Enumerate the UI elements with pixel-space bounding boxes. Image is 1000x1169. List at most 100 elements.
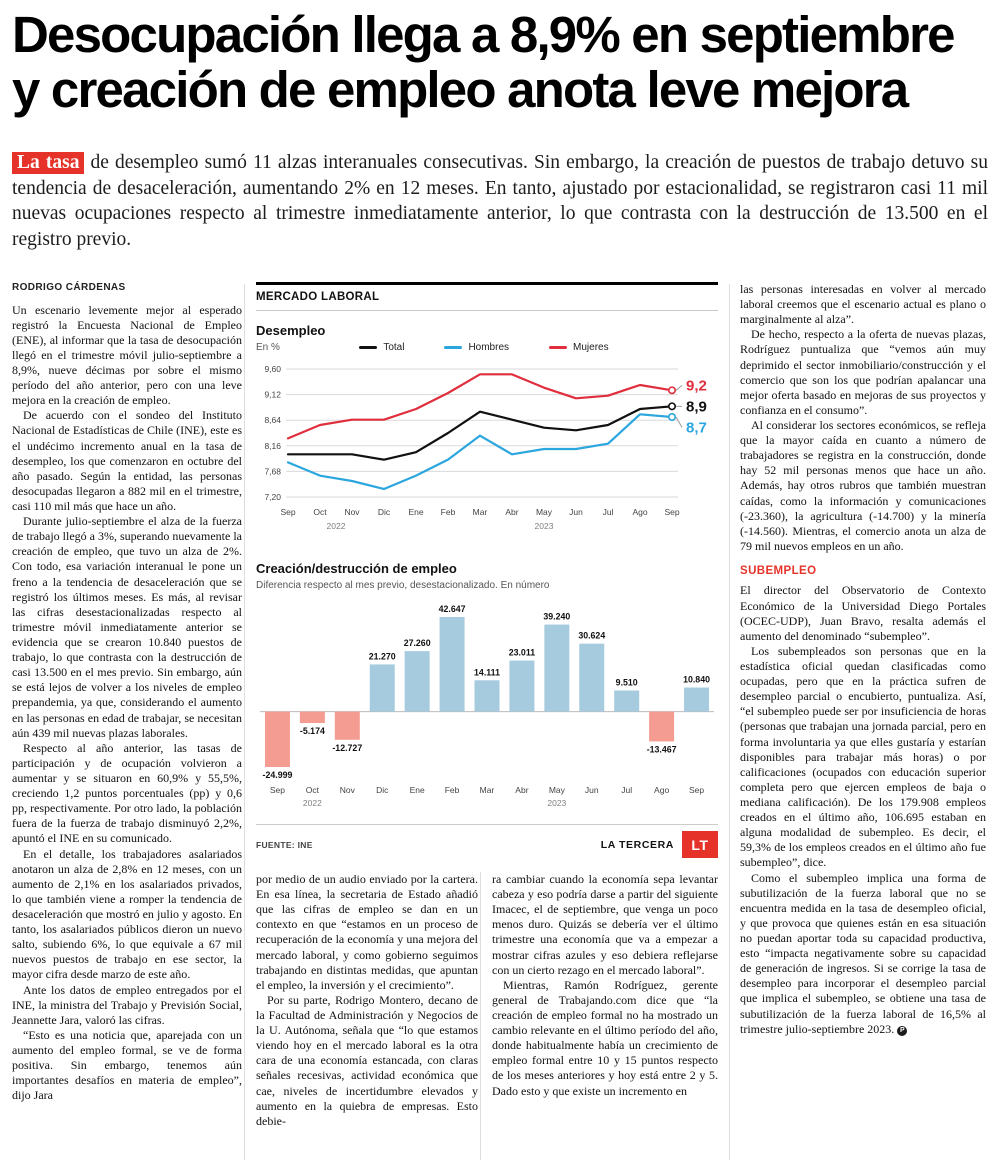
svg-text:8,9: 8,9 [686, 398, 707, 415]
employment-bar-chart: -24.999 Sep -5.174 Oct -12.727 Nov 21.270 Dic 27… [260, 604, 714, 808]
bar-chart-title: Creación/destrucción de empleo [256, 561, 457, 576]
svg-text:Feb: Feb [445, 785, 460, 795]
headline: Desocupación llega a 8,9% en septiembre y… [12, 6, 988, 118]
svg-text:Jun: Jun [569, 507, 583, 517]
body-paragraph: Al considerar los sectores económicos, s… [740, 417, 986, 553]
article-end-mark: P [897, 1025, 908, 1036]
line-chart-title: Desempleo [256, 323, 326, 338]
body-paragraph: El director del Observatorio de Contexto… [740, 583, 986, 643]
svg-text:Mar: Mar [480, 785, 495, 795]
svg-text:7,20: 7,20 [264, 492, 281, 502]
byline: RODRIGO CÁRDENAS [12, 282, 126, 293]
body-paragraph: “Esto es una noticia que, aparejada con … [12, 1027, 242, 1103]
lead-text: de desempleo sumó 11 alzas interanuales … [12, 152, 988, 250]
column-mid-right: ra cambiar cuando la economía sepa levan… [492, 872, 718, 1099]
svg-text:42.647: 42.647 [439, 604, 466, 614]
svg-text:9.510: 9.510 [616, 677, 638, 687]
bar-chart-subtitle: Diferencia respecto al mes previo, deses… [256, 580, 550, 591]
headline-line-2: y creación de empleo anota leve mejora [12, 60, 909, 118]
svg-text:Sep: Sep [689, 785, 704, 795]
svg-text:2022: 2022 [303, 798, 322, 808]
svg-text:21.270: 21.270 [369, 651, 396, 661]
bar-chart-subrow: Diferencia respecto al mes previo, deses… [256, 580, 718, 591]
svg-text:Jul: Jul [621, 785, 632, 795]
lead-paragraph: La tasa de desempleo sumó 11 alzas intera… [12, 150, 988, 252]
body-paragraph: De acuerdo con el sondeo del Instituto N… [12, 408, 242, 514]
body-paragraph: Como el subempleo implica una forma de s… [740, 871, 986, 1037]
column-divider [480, 872, 481, 1160]
svg-text:Oct: Oct [306, 785, 320, 795]
legend-swatch-hombres [444, 346, 463, 349]
lead-highlight: La tasa [12, 152, 85, 174]
column-divider [244, 284, 245, 1160]
svg-text:May: May [536, 507, 553, 517]
svg-text:9,12: 9,12 [264, 390, 281, 400]
svg-text:7,68: 7,68 [264, 466, 281, 476]
column-right: las personas interesadas en volver al me… [740, 282, 986, 1037]
svg-text:-12.727: -12.727 [332, 743, 362, 753]
svg-text:Ago: Ago [654, 785, 669, 795]
legend-label-hombres: Hombres [468, 342, 510, 353]
body-paragraph: Ante los datos de empleo entregados por … [12, 982, 242, 1027]
chart-credit: LA TERCERA LT [601, 831, 718, 858]
svg-text:Feb: Feb [441, 507, 456, 517]
svg-text:2023: 2023 [547, 798, 566, 808]
headline-line-1: Desocupación llega a 8,9% en septiembre [12, 6, 955, 63]
svg-text:Mar: Mar [473, 507, 488, 517]
svg-text:Ene: Ene [408, 507, 423, 517]
svg-text:23.011: 23.011 [509, 648, 536, 658]
body-paragraph-text: Como el subempleo implica una forma de s… [740, 870, 986, 1036]
svg-text:39.240: 39.240 [543, 612, 570, 622]
column-divider [729, 284, 730, 1160]
column-left: RODRIGO CÁRDENAS Un escenario levemente … [12, 282, 242, 1103]
svg-text:Dic: Dic [376, 785, 389, 795]
body-paragraph: En el detalle, los trabajadores asalaria… [12, 846, 242, 982]
chart-panel: MERCADO LABORAL Desempleo En % Total Hom… [256, 282, 718, 858]
body-paragraph: por medio de un audio enviado por la car… [256, 872, 478, 992]
chart-source: FUENTE: INE [256, 839, 313, 850]
svg-text:-5.174: -5.174 [300, 726, 325, 736]
svg-text:2022: 2022 [327, 521, 346, 531]
svg-text:8,64: 8,64 [264, 415, 281, 425]
svg-text:Sep: Sep [270, 785, 285, 795]
legend-label-total: Total [383, 342, 405, 353]
svg-text:Ene: Ene [410, 785, 425, 795]
legend-label-mujeres: Mujeres [573, 342, 609, 353]
unemployment-line-chart: 9,60 9,12 8,64 8,16 7,68 7,20 Sep Oct Nov Dic Ene F… [264, 364, 707, 531]
svg-text:8,7: 8,7 [686, 419, 707, 436]
body-paragraph: Los subempleados son personas que en la … [740, 643, 986, 870]
svg-text:9,60: 9,60 [264, 364, 281, 374]
svg-text:30.624: 30.624 [578, 631, 605, 641]
legend-item-mujeres: Mujeres [549, 342, 609, 353]
subheading-subempleo: SUBEMPLEO [740, 564, 817, 577]
legend-swatch-mujeres [549, 346, 568, 349]
la-tercera-logo: LT [682, 831, 718, 858]
chart-footer: FUENTE: INE LA TERCERA LT [256, 824, 718, 858]
svg-text:Dic: Dic [378, 507, 391, 517]
svg-text:Abr: Abr [505, 507, 518, 517]
body-paragraph: De hecho, respecto a la oferta de nuevas… [740, 327, 986, 417]
body-paragraph: Durante julio-septiembre el alza de la f… [12, 514, 242, 740]
svg-text:10.840: 10.840 [683, 675, 710, 685]
credit-text: LA TERCERA [600, 838, 674, 851]
body-paragraph: Por su parte, Rodrigo Montero, decano de… [256, 992, 478, 1128]
legend-swatch-total [359, 346, 378, 349]
svg-text:May: May [549, 785, 566, 795]
chart-legend: Total Hombres Mujeres [359, 342, 638, 353]
svg-text:Nov: Nov [340, 785, 356, 795]
svg-text:Sep: Sep [280, 507, 295, 517]
legend-item-hombres: Hombres [444, 342, 509, 353]
svg-text:Jun: Jun [585, 785, 599, 795]
svg-text:Sep: Sep [664, 507, 679, 517]
svg-text:Jul: Jul [603, 507, 614, 517]
line-chart-subrow: En % Total Hombres Mujeres [256, 342, 718, 353]
svg-text:Ago: Ago [632, 507, 647, 517]
body-paragraph: las personas interesadas en volver al me… [740, 282, 986, 327]
body-paragraph: ra cambiar cuando la economía sepa levan… [492, 872, 718, 977]
svg-text:9,2: 9,2 [686, 377, 707, 394]
svg-text:-13.467: -13.467 [647, 744, 677, 754]
body-paragraph: Respecto al año anterior, las tasas de p… [12, 740, 242, 846]
panel-top-rule [256, 282, 718, 285]
svg-text:8,16: 8,16 [264, 441, 281, 451]
